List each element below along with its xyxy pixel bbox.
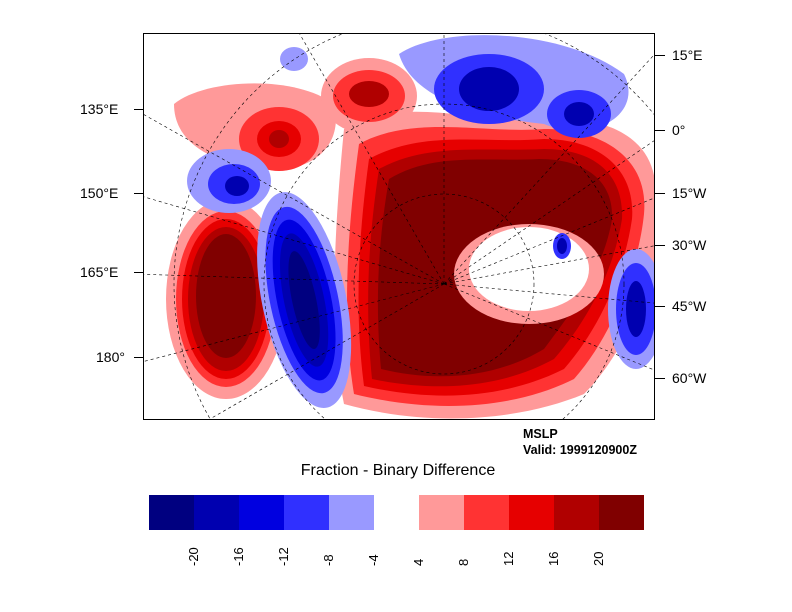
valid-time-label: Valid: 1999120900Z bbox=[523, 443, 637, 457]
graticule bbox=[144, 34, 654, 419]
tick bbox=[655, 193, 665, 194]
lon-label-30w: 30°W bbox=[672, 237, 707, 253]
tick bbox=[655, 55, 665, 56]
colorbar-box bbox=[194, 495, 239, 530]
colorbar-label: 16 bbox=[546, 551, 561, 566]
tick bbox=[134, 109, 144, 110]
lon-label-45w: 45°W bbox=[672, 298, 707, 314]
positive-anomaly-west bbox=[166, 199, 286, 399]
tick bbox=[655, 306, 665, 307]
colorbar-box bbox=[464, 495, 509, 530]
lon-label-150e: 150°E bbox=[80, 185, 119, 201]
tick bbox=[655, 245, 665, 246]
lon-label-15w: 15°W bbox=[672, 185, 707, 201]
colorbar-box bbox=[509, 495, 554, 530]
tick bbox=[655, 130, 665, 131]
colorbar-label: -4 bbox=[366, 554, 381, 566]
lon-label-0: 0° bbox=[672, 122, 686, 138]
tick bbox=[655, 378, 665, 379]
tick bbox=[134, 272, 144, 273]
colorbar-box bbox=[419, 495, 464, 530]
lon-label-180: 180° bbox=[96, 349, 125, 365]
variable-label: MSLP bbox=[523, 427, 558, 441]
positive-anomaly-main bbox=[334, 111, 654, 419]
negative-anomaly-north bbox=[399, 35, 629, 138]
colorbar-label: -20 bbox=[186, 547, 201, 566]
colorbar bbox=[149, 495, 644, 530]
colorbar-label: -12 bbox=[276, 547, 291, 566]
colorbar-box bbox=[329, 495, 374, 530]
colorbar-title: Fraction - Binary Difference bbox=[300, 462, 496, 479]
colorbar-box bbox=[599, 495, 644, 530]
colorbar-label: 4 bbox=[411, 558, 426, 566]
colorbar-label: 8 bbox=[456, 558, 471, 566]
colorbar-label: -8 bbox=[321, 554, 336, 566]
colorbar-box bbox=[149, 495, 194, 530]
lon-label-15e: 15°E bbox=[672, 47, 703, 63]
lon-label-60w: 60°W bbox=[672, 370, 707, 386]
colorbar-box bbox=[284, 495, 329, 530]
colorbar-box bbox=[554, 495, 599, 530]
colorbar-label: -16 bbox=[231, 547, 246, 566]
contour-map bbox=[144, 34, 654, 419]
lon-label-165e: 165°E bbox=[80, 264, 119, 280]
lon-label-135e: 135°E bbox=[80, 101, 119, 117]
anomaly-northwest bbox=[174, 47, 417, 213]
negative-anomaly-east bbox=[608, 249, 654, 369]
colorbar-label: 12 bbox=[501, 551, 516, 566]
tick bbox=[134, 193, 144, 194]
colorbar-box bbox=[374, 495, 419, 530]
colorbar-label: 20 bbox=[591, 551, 606, 566]
colorbar-box bbox=[239, 495, 284, 530]
map-panel bbox=[143, 33, 655, 420]
tick bbox=[134, 357, 144, 358]
negative-anomaly-west bbox=[257, 192, 352, 408]
